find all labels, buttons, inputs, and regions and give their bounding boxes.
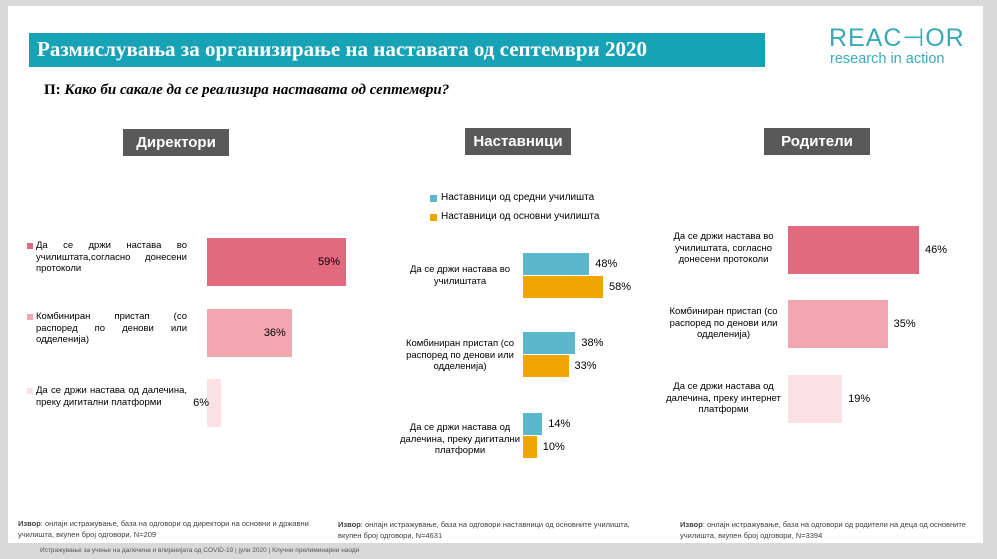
value-label: 33%	[574, 360, 597, 372]
panel-title-teachers: Наставници	[465, 128, 571, 155]
source-text: онлајн истражување, база на одговори од …	[680, 520, 966, 540]
category-label: Да се држи настава од далечина, преку ди…	[36, 385, 187, 408]
bar-teachers-secondary	[523, 253, 590, 275]
category-label: Комбиниран пристап (со распоред по денов…	[405, 338, 515, 372]
value-label: 35%	[893, 318, 916, 330]
category-label: Да се држи настава во училиштата,согласн…	[36, 240, 187, 274]
bar-directors	[207, 309, 292, 357]
bar-teachers-secondary	[523, 332, 576, 354]
bar-teachers-primary	[523, 355, 569, 377]
source-note-teachers: Извор: онлајн истражување, база на одгов…	[338, 520, 630, 540]
logo-text: REAC⊣OR	[829, 24, 965, 52]
source-label: Извор	[680, 520, 703, 529]
value-label: 58%	[609, 281, 632, 293]
source-note-directors: Извор: онлајн истражување, база на одгов…	[18, 519, 309, 539]
bar-teachers-primary	[523, 436, 537, 458]
legend-swatch-primary	[430, 214, 437, 221]
bar-directors	[207, 238, 346, 286]
category-label: Комбиниран пристап (со распоред по денов…	[669, 306, 778, 340]
value-label: 6%	[193, 397, 210, 409]
source-text: онлајн истражување, база на одговори нас…	[338, 520, 630, 540]
bar-parents	[788, 300, 888, 348]
slide	[8, 6, 983, 543]
legend-label-secondary: Наставници од средни училишта	[441, 192, 595, 203]
category-label: Да се држи настава од далечина, преку ин…	[666, 381, 781, 415]
category-label: Да се држи настава во училиштата, соглас…	[673, 231, 774, 265]
bar-directors	[207, 379, 222, 427]
bullet-marker	[27, 243, 33, 249]
bullet-marker	[27, 314, 33, 320]
value-label: 10%	[542, 441, 565, 453]
value-label: 38%	[581, 337, 604, 349]
question-prefix: П:	[44, 82, 61, 98]
title-bar	[29, 33, 765, 67]
category-label: Да се држи настава од далечина, преку ди…	[399, 422, 520, 456]
bullet-marker	[27, 388, 33, 394]
source-label: Извор	[18, 519, 41, 528]
source-note-parents: Извор: онлајн истражување, база на одгов…	[680, 520, 966, 540]
page-title: Размислувања за организирање на настават…	[37, 37, 647, 61]
bar-parents	[788, 226, 919, 274]
logo-tagline: research in action	[830, 51, 945, 67]
panel-title-directors: Директори	[123, 129, 229, 156]
value-label: 36%	[263, 327, 286, 339]
value-label: 14%	[548, 418, 571, 430]
category-label: Комбиниран пристап (со распоред по денов…	[36, 311, 187, 345]
legend-label-primary: Наставници од основни училишта	[441, 211, 600, 222]
legend-swatch-secondary	[430, 195, 437, 202]
value-label: 48%	[595, 258, 618, 270]
footer-text: Истражување за учење на далечина и влија…	[40, 547, 360, 554]
source-text: онлајн истражување, база на одговори од …	[18, 519, 309, 539]
value-label: 59%	[318, 256, 341, 268]
source-label: Извор	[338, 520, 361, 529]
bar-parents	[788, 375, 843, 423]
category-label: Да се држи настава во училиштата	[409, 264, 511, 287]
panel-title-parents: Родители	[764, 128, 870, 155]
value-label: 19%	[848, 393, 871, 405]
bar-teachers-secondary	[523, 413, 543, 435]
survey-question: П: Како би сакале да се реализира настав…	[44, 82, 449, 99]
question-text: Како би сакале да се реализира наставата…	[64, 82, 450, 98]
bar-teachers-primary	[523, 276, 603, 298]
value-label: 46%	[925, 244, 948, 256]
